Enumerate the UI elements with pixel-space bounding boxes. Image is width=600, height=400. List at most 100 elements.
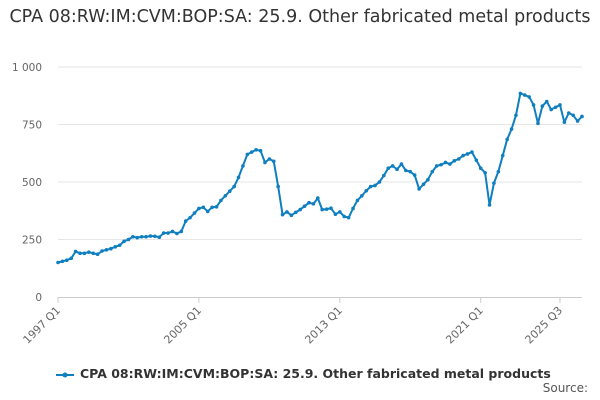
data-point[interactable] — [558, 103, 562, 107]
data-point[interactable] — [223, 194, 228, 198]
data-point[interactable] — [210, 205, 214, 210]
data-point[interactable] — [144, 234, 148, 239]
data-point[interactable] — [249, 150, 254, 154]
data-point[interactable] — [404, 168, 408, 173]
data-point[interactable] — [368, 184, 373, 189]
data-point[interactable] — [421, 182, 426, 187]
data-point[interactable] — [544, 99, 549, 104]
data-point[interactable] — [518, 91, 523, 96]
data-point[interactable] — [575, 119, 580, 123]
data-point[interactable] — [197, 206, 201, 211]
data-point[interactable] — [302, 204, 307, 208]
data-point[interactable] — [342, 214, 347, 219]
data-point[interactable] — [492, 181, 496, 185]
data-point[interactable] — [509, 127, 514, 131]
data-point[interactable] — [161, 231, 166, 235]
data-point[interactable] — [386, 166, 391, 170]
data-point[interactable] — [448, 162, 452, 166]
data-point[interactable] — [412, 173, 417, 177]
data-point[interactable] — [500, 153, 505, 158]
data-point[interactable] — [580, 114, 584, 119]
data-point[interactable] — [329, 206, 333, 211]
data-point[interactable] — [373, 183, 377, 188]
data-point[interactable] — [170, 229, 175, 234]
data-point[interactable] — [461, 153, 465, 158]
data-point[interactable] — [113, 245, 118, 249]
data-point[interactable] — [540, 104, 545, 108]
data-point[interactable] — [320, 207, 325, 212]
data-point[interactable] — [522, 93, 527, 97]
data-point[interactable] — [430, 169, 435, 174]
data-point[interactable] — [382, 173, 386, 178]
data-point[interactable] — [95, 252, 100, 257]
data-point[interactable] — [157, 235, 162, 239]
data-point[interactable] — [487, 203, 492, 207]
data-point[interactable] — [227, 189, 232, 193]
data-point[interactable] — [566, 111, 571, 115]
data-point[interactable] — [276, 184, 280, 189]
data-point[interactable] — [241, 164, 245, 168]
data-point[interactable] — [553, 105, 558, 110]
data-point[interactable] — [219, 198, 223, 203]
data-point[interactable] — [87, 250, 91, 254]
data-point[interactable] — [452, 159, 457, 163]
data-point[interactable] — [148, 234, 153, 238]
data-point[interactable] — [214, 205, 219, 209]
data-point[interactable] — [280, 212, 285, 217]
data-point[interactable] — [122, 239, 126, 244]
data-point[interactable] — [117, 243, 122, 248]
data-point[interactable] — [496, 169, 501, 174]
data-point[interactable] — [549, 107, 553, 112]
data-point[interactable] — [395, 167, 399, 172]
data-point[interactable] — [263, 160, 267, 165]
data-point[interactable] — [346, 215, 351, 220]
data-point[interactable] — [531, 103, 536, 107]
data-point[interactable] — [355, 198, 360, 203]
data-point[interactable] — [91, 251, 96, 256]
data-point[interactable] — [483, 171, 487, 175]
data-point[interactable] — [478, 166, 483, 170]
data-point[interactable] — [135, 235, 140, 240]
data-point[interactable] — [271, 159, 276, 164]
data-point[interactable] — [258, 148, 263, 153]
data-point[interactable] — [153, 234, 157, 239]
data-point[interactable] — [434, 164, 439, 168]
data-point[interactable] — [439, 162, 443, 167]
data-point[interactable] — [360, 194, 364, 198]
data-point[interactable] — [536, 121, 540, 126]
data-point[interactable] — [465, 152, 470, 156]
data-point[interactable] — [399, 162, 404, 166]
data-point[interactable] — [267, 157, 272, 161]
data-point[interactable] — [316, 196, 320, 200]
data-point[interactable] — [179, 229, 184, 234]
data-point[interactable] — [65, 258, 69, 263]
data-point[interactable] — [82, 251, 87, 256]
data-point[interactable] — [527, 95, 531, 99]
data-point[interactable] — [56, 260, 60, 265]
data-point[interactable] — [390, 164, 395, 168]
data-point[interactable] — [232, 184, 236, 189]
data-point[interactable] — [166, 231, 170, 235]
data-point[interactable] — [417, 187, 421, 191]
data-point[interactable] — [289, 213, 294, 218]
data-point[interactable] — [131, 234, 135, 239]
data-point[interactable] — [69, 256, 74, 261]
data-point[interactable] — [377, 180, 382, 184]
data-point[interactable] — [126, 237, 131, 242]
data-point[interactable] — [60, 259, 65, 264]
data-point[interactable] — [100, 249, 104, 253]
data-point[interactable] — [245, 152, 250, 157]
data-point[interactable] — [426, 177, 430, 182]
data-point[interactable] — [236, 175, 241, 180]
data-point[interactable] — [201, 205, 206, 210]
data-point[interactable] — [183, 219, 188, 223]
data-point[interactable] — [175, 231, 179, 236]
data-point[interactable] — [139, 234, 144, 239]
data-point[interactable] — [109, 246, 113, 251]
data-point[interactable] — [285, 210, 289, 214]
legend-item[interactable]: CPA 08:RW:IM:CVM:BOP:SA: 25.9. Other fab… — [56, 364, 551, 382]
data-point[interactable] — [254, 148, 258, 152]
data-point[interactable] — [470, 150, 474, 154]
data-point[interactable] — [188, 215, 192, 220]
data-point[interactable] — [73, 249, 78, 254]
